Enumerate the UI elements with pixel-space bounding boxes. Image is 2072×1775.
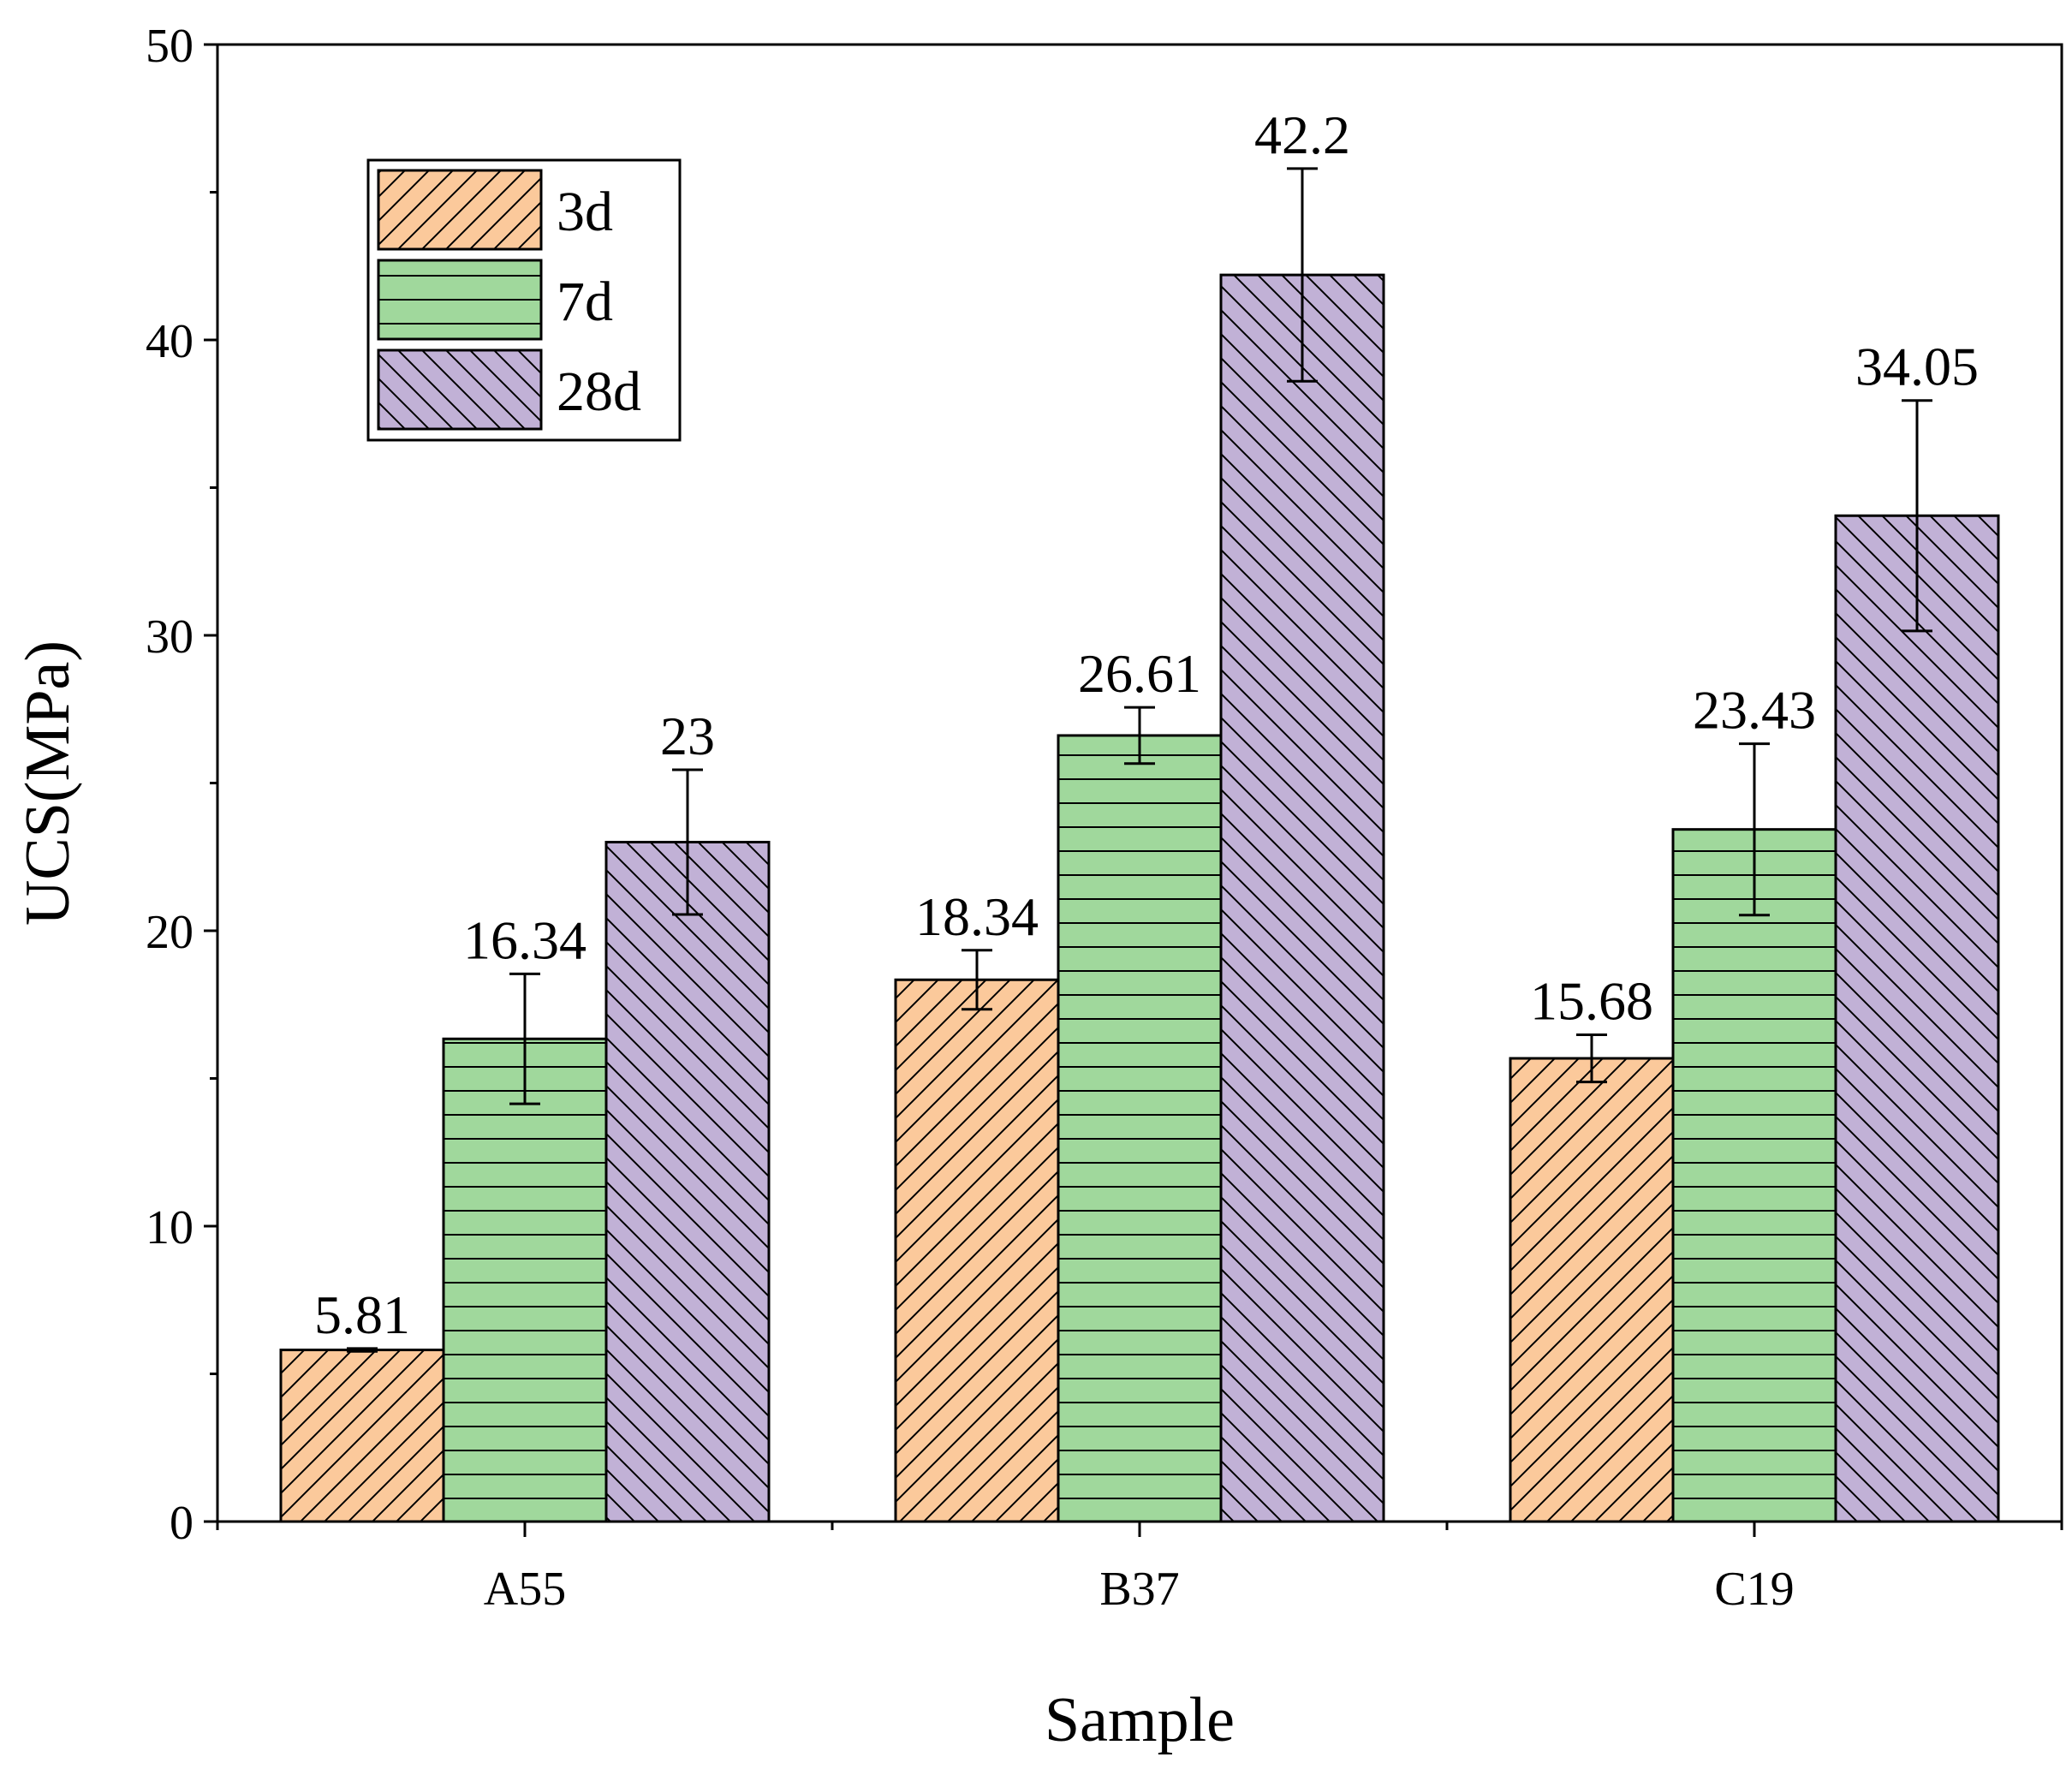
data-label-B37-28d: 42.2: [1254, 104, 1350, 165]
data-label-B37-3d: 18.34: [915, 886, 1039, 947]
bar-A55-28d: [604, 841, 771, 1523]
bar-C19-3d: [1509, 1057, 1675, 1523]
bar-B37-28d: [1219, 273, 1385, 1523]
bar-B37-3d: [894, 978, 1060, 1523]
error-bar-A55-3d: [347, 1347, 378, 1353]
y-tick-label: 50: [146, 20, 194, 73]
legend-item-28d: 28d: [377, 348, 641, 431]
legend-label: 7d: [557, 271, 613, 333]
error-bar-C19-28d: [1902, 399, 1932, 633]
legend-item-3d: 3d: [377, 169, 613, 251]
x-tick-label: A55: [484, 1563, 566, 1616]
y-tick-label: 0: [170, 1497, 194, 1550]
y-tick-label: 30: [146, 611, 194, 664]
y-tick-label: 40: [146, 315, 194, 368]
x-axis-title: Sample: [1045, 1685, 1235, 1755]
legend-item-7d: 7d: [377, 259, 613, 341]
error-bar-C19-7d: [1739, 742, 1770, 917]
x-tick-label: C19: [1714, 1563, 1794, 1616]
legend-swatch: [377, 259, 543, 341]
y-tick-label: 10: [146, 1201, 194, 1254]
data-label-C19-28d: 34.05: [1855, 337, 1979, 397]
data-label-B37-7d: 26.61: [1078, 643, 1201, 704]
bar-B37-7d: [1057, 734, 1223, 1523]
x-axis: A55 B37 C19: [216, 1522, 2063, 1616]
data-label-A55-28d: 23: [660, 706, 715, 766]
bars: [279, 273, 2000, 1523]
data-label-A55-3d: 5.81: [314, 1284, 410, 1345]
error-bar-B37-28d: [1287, 167, 1318, 383]
legend-swatch: [377, 348, 543, 431]
data-label-A55-7d: 16.34: [463, 909, 586, 970]
error-bar-B37-3d: [962, 949, 992, 1011]
y-tick-label: 20: [146, 906, 194, 959]
y-axis: 0 10 20 30 40 50: [146, 20, 217, 1550]
data-label-C19-7d: 23.43: [1693, 680, 1816, 741]
legend: 3d 7d 28d: [366, 158, 682, 442]
bar-C19-28d: [1834, 514, 2000, 1523]
x-tick-label: B37: [1099, 1563, 1179, 1616]
error-bar-A55-28d: [672, 768, 703, 916]
data-label-C19-3d: 15.68: [1530, 970, 1653, 1031]
legend-label: 3d: [557, 181, 613, 243]
bar-A55-7d: [442, 1037, 608, 1523]
error-bars: [347, 167, 1932, 1353]
data-labels: 5.81 16.34 23 18.34 26.61 42.2 15.68 23.43 34.05: [314, 104, 1979, 1345]
error-bar-A55-7d: [509, 972, 540, 1105]
bar-C19-7d: [1671, 828, 1837, 1523]
error-bar-C19-3d: [1576, 1033, 1607, 1084]
legend-label: 28d: [557, 360, 641, 423]
legend-swatch: [377, 169, 543, 251]
bar-A55-3d: [279, 1349, 445, 1523]
y-axis-title: UCS(MPa): [13, 640, 83, 926]
error-bar-B37-7d: [1124, 706, 1155, 765]
